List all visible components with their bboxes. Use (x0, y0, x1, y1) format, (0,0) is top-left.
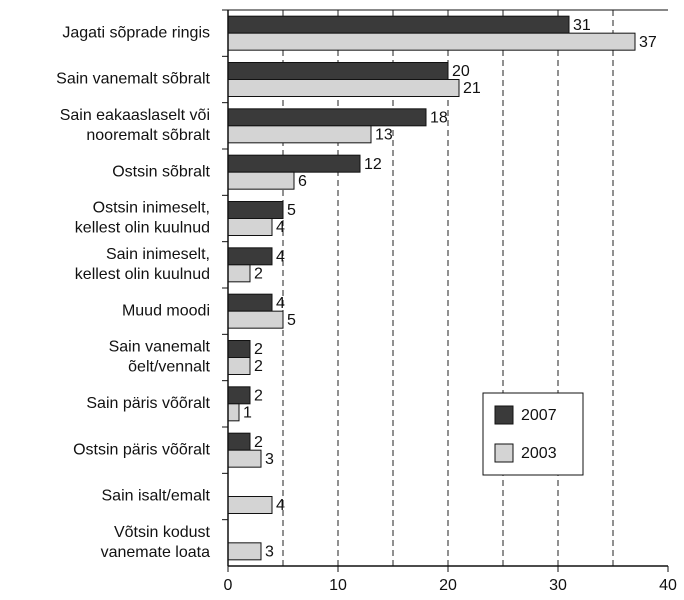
value-label: 4 (276, 497, 285, 514)
category-label: Ostsin sõbralt (112, 163, 210, 180)
bar (227, 32, 636, 51)
bar (227, 432, 251, 451)
category-label: Muud moodi (122, 302, 210, 319)
bar (227, 496, 273, 514)
value-label: 3 (265, 544, 274, 561)
value-label: 31 (573, 17, 591, 34)
value-label: 21 (463, 80, 481, 97)
bar (227, 201, 284, 219)
value-label: 20 (452, 63, 470, 80)
value-label: 2 (254, 266, 263, 283)
bar (227, 108, 427, 127)
bar (227, 247, 273, 266)
value-label: 2 (254, 388, 263, 405)
value-label: 5 (287, 202, 296, 219)
category-label: Sain päris võõralt (86, 395, 210, 412)
bar (227, 449, 262, 468)
value-label: 2 (254, 341, 263, 358)
bar (227, 340, 251, 358)
category-label: Sain vanemalt sõbralt (56, 71, 210, 88)
legend-swatch (494, 443, 514, 463)
x-tick-label: 10 (329, 577, 347, 594)
legend-label: 2003 (521, 445, 557, 462)
bar (227, 79, 460, 97)
bar (227, 218, 273, 236)
bar (227, 542, 262, 561)
category-label: Sain vanemalt õelt/vennalt (109, 339, 211, 376)
bar (227, 310, 284, 329)
x-tick-label: 20 (439, 577, 457, 594)
bar (227, 264, 251, 283)
value-label: 6 (298, 173, 307, 190)
bar (227, 171, 295, 190)
value-label: 1 (243, 405, 252, 422)
bar (227, 386, 251, 405)
value-label: 13 (375, 127, 393, 144)
value-label: 4 (276, 295, 285, 312)
category-label: Sain eakaaslaselt või nooremalt sõbralt (60, 107, 211, 144)
bar (227, 357, 251, 375)
value-label: 2 (254, 358, 263, 375)
value-label: 18 (430, 110, 448, 127)
x-tick-label: 30 (549, 577, 567, 594)
legend-label: 2007 (521, 407, 557, 424)
bar (227, 154, 361, 173)
value-label: 3 (265, 451, 274, 468)
category-label: Ostsin inimeselt, kellest olin kuulnud (75, 200, 210, 237)
bar (227, 125, 372, 144)
bar (227, 62, 449, 80)
legend-swatch (494, 405, 514, 425)
category-label: Võtsin kodust vanemate loata (101, 524, 211, 561)
category-label: Jagati sõprade ringis (62, 24, 210, 41)
x-tick-label: 0 (224, 577, 233, 594)
x-tick-label: 40 (659, 577, 677, 594)
category-label: Sain isalt/emalt (102, 488, 211, 505)
value-label: 4 (276, 219, 285, 236)
value-label: 12 (364, 156, 382, 173)
bar (227, 293, 273, 312)
value-label: 4 (276, 249, 285, 266)
category-label: Sain inimeselt, kellest olin kuulnud (75, 246, 210, 283)
legend-box (482, 392, 584, 476)
value-label: 2 (254, 434, 263, 451)
category-label: Ostsin päris võõralt (73, 441, 210, 458)
bar (227, 403, 240, 422)
bar (227, 15, 570, 34)
value-label: 37 (639, 34, 657, 51)
value-label: 5 (287, 312, 296, 329)
